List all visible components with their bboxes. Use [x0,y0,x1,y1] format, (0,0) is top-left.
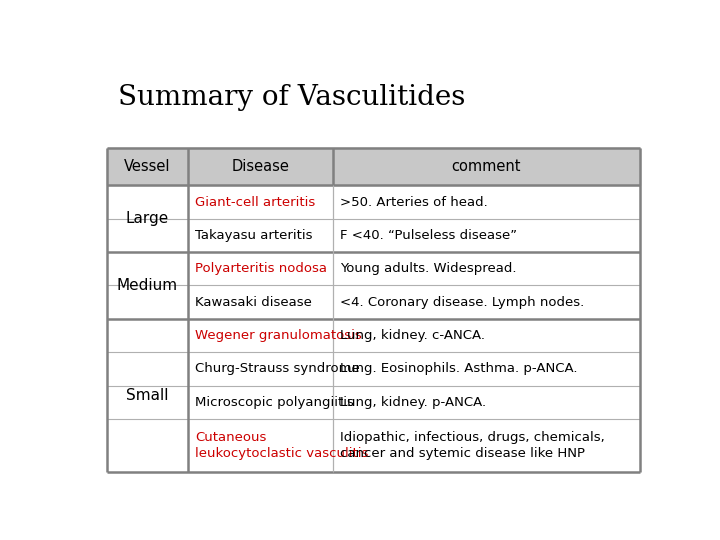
Text: Takayasu arteritis: Takayasu arteritis [195,229,312,242]
Text: Medium: Medium [117,278,178,293]
Text: Lung, kidney. c-ANCA.: Lung, kidney. c-ANCA. [340,329,485,342]
Text: Small: Small [126,388,168,403]
Text: Young adults. Widespread.: Young adults. Widespread. [340,262,516,275]
Text: Giant-cell arteritis: Giant-cell arteritis [195,195,315,208]
Text: Kawasaki disease: Kawasaki disease [195,295,312,309]
Text: >50. Arteries of head.: >50. Arteries of head. [340,195,487,208]
Text: Disease: Disease [231,159,289,174]
Text: Vessel: Vessel [124,159,171,174]
Text: Churg-Strauss syndrome: Churg-Strauss syndrome [195,362,360,375]
Text: Cutaneous
leukocytoclastic vasculitis: Cutaneous leukocytoclastic vasculitis [195,431,368,460]
Text: Polyarteritis nodosa: Polyarteritis nodosa [195,262,327,275]
Text: Idiopathic, infectious, drugs, chemicals,
cancer and sytemic disease like HNP: Idiopathic, infectious, drugs, chemicals… [340,431,605,460]
Text: <4. Coronary disease. Lymph nodes.: <4. Coronary disease. Lymph nodes. [340,295,584,309]
Text: Wegener granulomatosis: Wegener granulomatosis [195,329,361,342]
Text: Microscopic polyangiitis: Microscopic polyangiitis [195,396,354,409]
Text: comment: comment [451,159,521,174]
Text: Lung, kidney. p-ANCA.: Lung, kidney. p-ANCA. [340,396,486,409]
Text: F <40. “Pulseless disease”: F <40. “Pulseless disease” [340,229,517,242]
Text: Large: Large [125,211,168,226]
Text: Summary of Vasculitides: Summary of Vasculitides [118,84,465,111]
Text: Lung. Eosinophils. Asthma. p-ANCA.: Lung. Eosinophils. Asthma. p-ANCA. [340,362,577,375]
